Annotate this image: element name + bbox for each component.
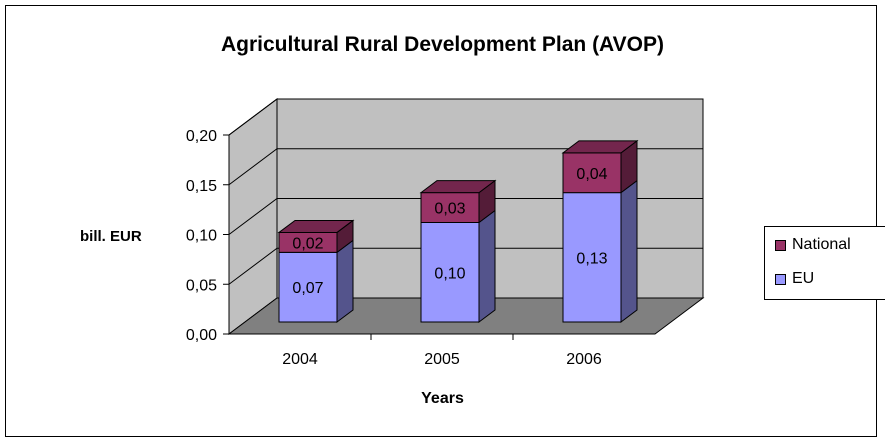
legend-swatch-national — [775, 239, 786, 251]
legend: National EU — [764, 226, 885, 300]
bar-side-eu-2005 — [478, 209, 496, 323]
bar-side-eu-2006 — [620, 179, 638, 323]
data-label-eu-2006: 0,13 — [576, 250, 607, 267]
data-label-eu-2005: 0,10 — [434, 265, 465, 282]
bar-top-2005 — [419, 180, 497, 194]
gridline — [228, 247, 703, 285]
y-tick-label: 0,05 — [186, 277, 217, 294]
y-tick-label: 0,00 — [186, 327, 217, 344]
gridline — [228, 148, 703, 186]
x-tick-label: 2005 — [424, 351, 460, 368]
x-tick-label: 2006 — [566, 351, 602, 368]
legend-label-national: National — [792, 236, 851, 253]
x-tick-label: 2004 — [282, 351, 318, 368]
y-axis-label: bill. EUR — [80, 228, 142, 245]
data-label-eu-2004: 0,07 — [292, 280, 323, 297]
legend-swatch-eu — [775, 273, 786, 285]
gridline — [228, 98, 703, 136]
data-label-national-2005: 0,03 — [434, 201, 465, 218]
data-label-national-2006: 0,04 — [576, 166, 607, 183]
bar-side-eu-2004 — [336, 239, 354, 323]
legend-label-eu: EU — [792, 270, 815, 287]
y-tick-label: 0,15 — [186, 178, 217, 195]
legend-item-eu: EU — [775, 270, 814, 288]
chart-title: Agricultural Rural Development Plan (AVO… — [220, 33, 665, 56]
gridline — [228, 198, 703, 235]
y-tick-label: 0,20 — [186, 128, 217, 145]
bar-top-2004 — [277, 219, 355, 233]
legend-item-national: National — [775, 236, 851, 254]
x-axis-label: Years — [421, 390, 464, 407]
bar-eu-2004 — [278, 251, 338, 323]
bar-top-2006 — [561, 140, 639, 154]
data-label-national-2004: 0,02 — [292, 235, 323, 252]
y-tick-label: 0,10 — [186, 228, 217, 245]
